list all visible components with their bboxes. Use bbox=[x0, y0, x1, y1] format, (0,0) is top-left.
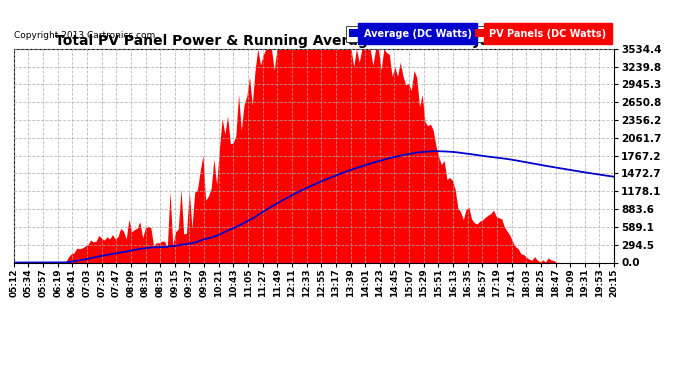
Legend: Average (DC Watts), PV Panels (DC Watts): Average (DC Watts), PV Panels (DC Watts) bbox=[346, 26, 609, 42]
Text: Copyright 2013 Cartronics.com: Copyright 2013 Cartronics.com bbox=[14, 31, 155, 40]
Title: Total PV Panel Power & Running Average Power Mon Jun 24 20:18: Total PV Panel Power & Running Average P… bbox=[55, 34, 573, 48]
